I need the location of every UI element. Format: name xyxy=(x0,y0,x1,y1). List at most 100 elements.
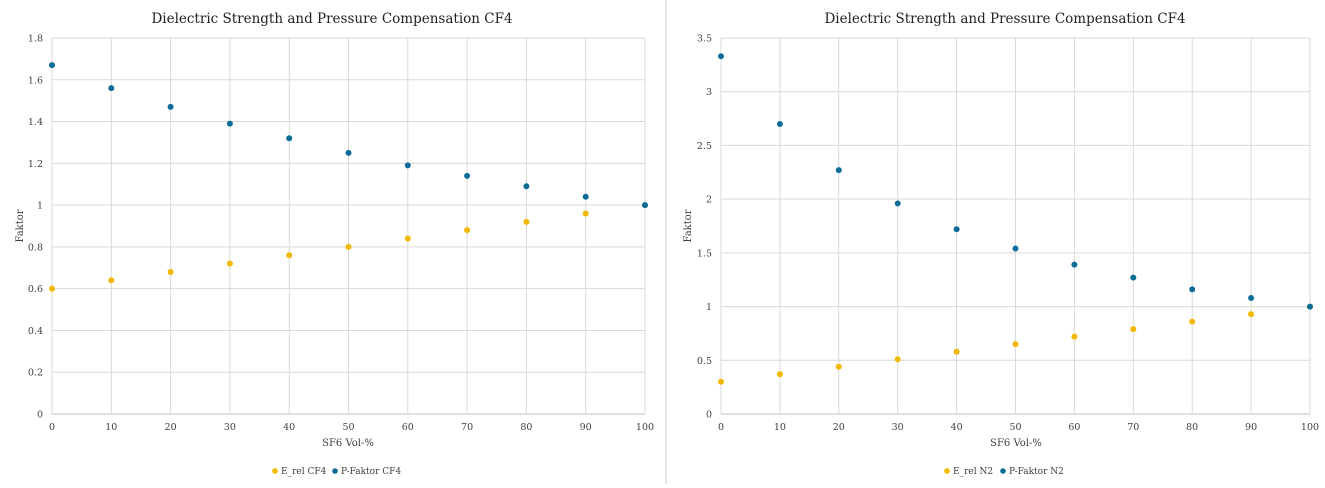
tick-labels: 0 0.2 0.4 0.6 0.8 1 1.2 1.4 1.6 1.8 0 10 20 30 40 50 60 7… xyxy=(28,34,654,434)
data-point-p-faktor xyxy=(226,120,233,127)
data-point-e-rel xyxy=(49,285,55,292)
data-point-e-rel xyxy=(523,218,530,225)
data-point-p-faktor xyxy=(835,167,842,174)
data-point-p-faktor xyxy=(464,172,471,179)
data-points xyxy=(49,62,648,292)
data-point-p-faktor xyxy=(1071,261,1078,268)
data-point-p-faktor xyxy=(108,85,115,92)
y-tick-label: 1.5 xyxy=(697,248,712,259)
data-point-p-faktor xyxy=(49,62,55,69)
data-points xyxy=(718,53,1313,385)
data-point-p-faktor xyxy=(953,226,960,233)
legend-label-e-rel: E_rel CF4 xyxy=(281,467,327,477)
x-tick-label: 100 xyxy=(1301,422,1319,433)
x-tick-label: 70 xyxy=(1127,422,1139,433)
legend: E_rel CF4 P-Faktor CF4 xyxy=(272,467,401,477)
legend: E_rel N2 P-Faktor N2 xyxy=(944,467,1064,477)
tick-labels: 0 0.5 1 1.5 2 2.5 3 3.5 0 10 20 30 40 50 60 70 80 90 100 xyxy=(697,34,1319,434)
data-point-e-rel xyxy=(345,243,352,250)
y-tick-label: 0 xyxy=(706,410,712,421)
x-tick-label: 60 xyxy=(402,422,414,433)
data-point-e-rel xyxy=(226,260,233,267)
legend-marker-p-faktor xyxy=(1000,468,1006,474)
chart-cf4: Dielectric Strength and Pressure Compens… xyxy=(15,11,654,477)
x-tick-label: 50 xyxy=(342,422,354,433)
data-point-e-rel xyxy=(953,348,960,355)
y-tick-label: 1 xyxy=(37,201,43,212)
data-point-e-rel xyxy=(582,210,589,217)
data-point-p-faktor xyxy=(642,202,648,209)
y-tick-label: 0.4 xyxy=(28,326,43,337)
x-tick-label: 70 xyxy=(461,422,473,433)
x-tick-label: 80 xyxy=(1186,422,1198,433)
y-tick-label: 0.8 xyxy=(28,242,43,253)
y-tick-label: 2 xyxy=(706,195,712,206)
legend-marker-p-faktor xyxy=(332,468,338,474)
x-tick-label: 20 xyxy=(833,422,845,433)
y-tick-label: 3.5 xyxy=(697,34,712,45)
data-point-e-rel xyxy=(1248,311,1255,318)
x-tick-label: 0 xyxy=(49,422,55,433)
x-axis-label: SF6 Vol-% xyxy=(990,438,1042,449)
data-point-e-rel xyxy=(1189,318,1196,325)
legend-marker-e-rel xyxy=(272,468,278,474)
data-point-e-rel xyxy=(1130,326,1137,333)
data-point-p-faktor xyxy=(894,200,901,207)
x-tick-label: 30 xyxy=(892,422,904,433)
x-tick-label: 80 xyxy=(520,422,532,433)
y-tick-label: 0.5 xyxy=(697,356,712,367)
data-point-p-faktor xyxy=(582,193,589,200)
legend-label-e-rel: E_rel N2 xyxy=(953,467,993,477)
data-point-p-faktor xyxy=(1012,245,1019,252)
data-point-e-rel xyxy=(718,378,724,385)
x-tick-label: 90 xyxy=(1245,422,1257,433)
data-point-e-rel xyxy=(776,371,783,378)
y-tick-label: 0.2 xyxy=(28,368,43,379)
x-tick-label: 0 xyxy=(718,422,724,433)
gridlines xyxy=(720,37,1311,415)
data-point-e-rel xyxy=(404,235,411,242)
legend-label-p-faktor: P-Faktor N2 xyxy=(1009,467,1064,477)
data-point-p-faktor xyxy=(345,149,352,156)
data-point-e-rel xyxy=(835,363,842,370)
chart-n2: Dielectric Strength and Pressure Compens… xyxy=(683,11,1319,477)
y-tick-label: 1.4 xyxy=(28,117,43,128)
x-tick-label: 60 xyxy=(1068,422,1080,433)
x-tick-label: 90 xyxy=(580,422,592,433)
data-point-e-rel xyxy=(1071,333,1078,340)
panel-divider xyxy=(665,0,667,484)
y-tick-label: 2.5 xyxy=(697,141,712,152)
data-point-p-faktor xyxy=(776,120,783,127)
data-point-e-rel xyxy=(167,268,174,275)
x-tick-label: 100 xyxy=(636,422,654,433)
x-tick-label: 10 xyxy=(105,422,117,433)
chart-panel-n2: Dielectric Strength and Pressure Compens… xyxy=(668,0,1325,484)
data-point-p-faktor xyxy=(1130,274,1137,281)
x-tick-label: 40 xyxy=(951,422,963,433)
data-point-e-rel xyxy=(108,277,115,284)
chart-title: Dielectric Strength and Pressure Compens… xyxy=(151,11,512,27)
x-tick-label: 10 xyxy=(774,422,786,433)
data-point-p-faktor xyxy=(1307,303,1313,310)
data-point-e-rel xyxy=(1012,341,1019,348)
x-tick-label: 50 xyxy=(1009,422,1021,433)
data-point-p-faktor xyxy=(1248,294,1255,301)
x-axis-label: SF6 Vol-% xyxy=(322,438,374,449)
chart-panel-cf4: Dielectric Strength and Pressure Compens… xyxy=(0,0,664,484)
y-tick-label: 1 xyxy=(706,302,712,313)
y-axis-label: Faktor xyxy=(15,209,26,242)
legend-label-p-faktor: P-Faktor CF4 xyxy=(341,467,401,477)
data-point-p-faktor xyxy=(286,135,293,142)
x-tick-label: 30 xyxy=(224,422,236,433)
y-tick-label: 0 xyxy=(37,410,43,421)
y-tick-label: 3 xyxy=(706,87,712,98)
y-tick-label: 1.2 xyxy=(28,159,43,170)
data-point-e-rel xyxy=(894,356,901,363)
data-point-p-faktor xyxy=(167,103,174,110)
data-point-e-rel xyxy=(286,252,293,259)
y-tick-label: 1.8 xyxy=(28,34,43,45)
data-point-p-faktor xyxy=(1189,286,1196,293)
data-point-e-rel xyxy=(464,227,471,234)
chart-title: Dielectric Strength and Pressure Compens… xyxy=(824,11,1185,27)
x-tick-label: 20 xyxy=(165,422,177,433)
